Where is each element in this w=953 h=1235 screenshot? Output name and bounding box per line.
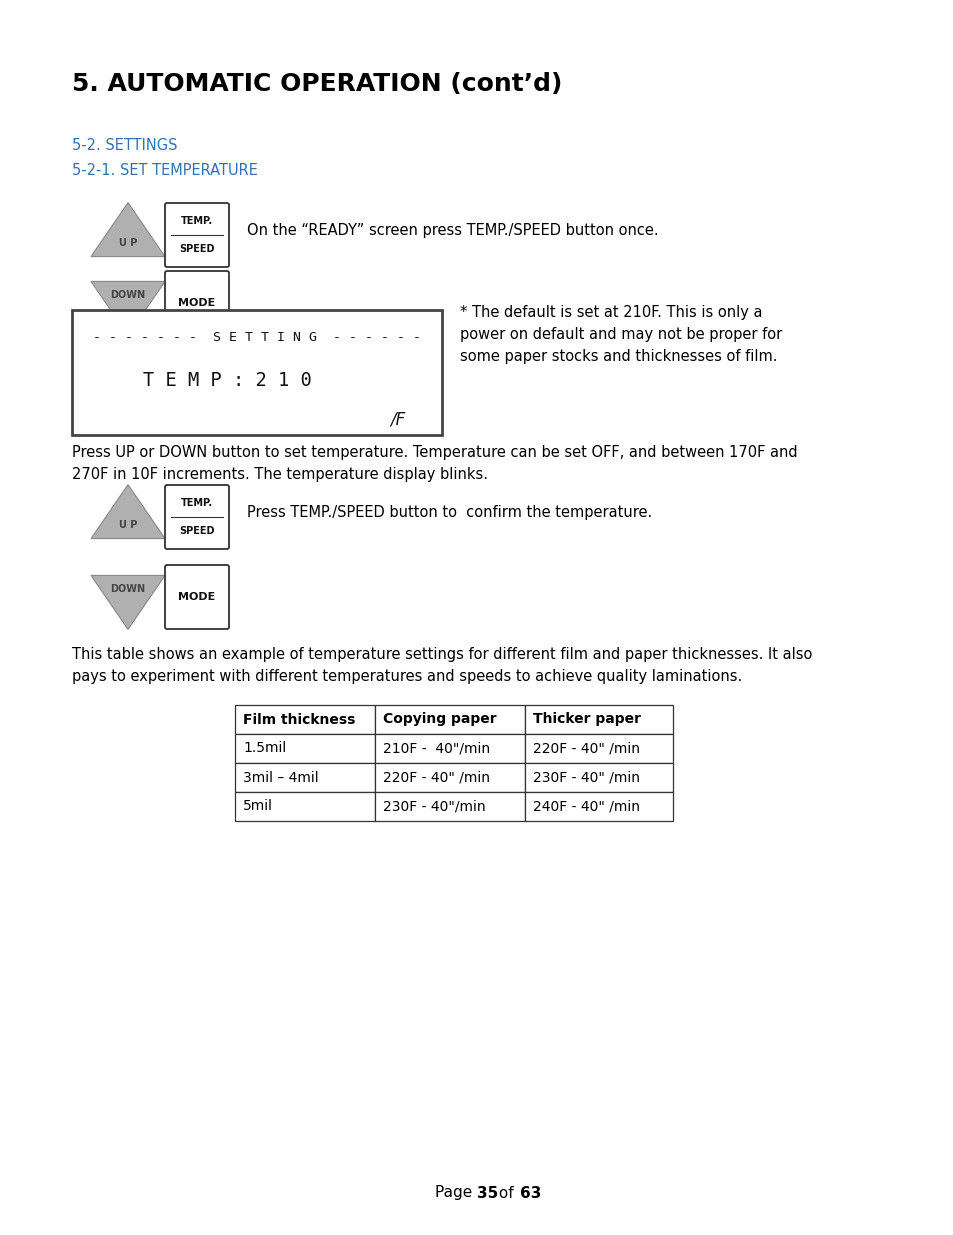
Text: pays to experiment with different temperatures and speeds to achieve quality lam: pays to experiment with different temper… (71, 669, 741, 684)
Text: 5mil: 5mil (243, 799, 273, 814)
Bar (375, 734, 524, 763)
Text: 230F - 40" /min: 230F - 40" /min (533, 771, 639, 784)
Text: U P: U P (119, 520, 137, 530)
Text: SPEED: SPEED (179, 245, 214, 254)
Bar (234, 705, 375, 734)
Text: /F: /F (390, 411, 405, 429)
Text: 5-2-1. SET TEMPERATURE: 5-2-1. SET TEMPERATURE (71, 163, 257, 178)
Bar (234, 792, 375, 821)
Text: On the “READY” screen press TEMP./SPEED button once.: On the “READY” screen press TEMP./SPEED … (247, 224, 658, 238)
Text: Page ​: Page ​ (435, 1186, 476, 1200)
Text: 3mil – 4mil: 3mil – 4mil (243, 771, 318, 784)
Text: of ​: of ​ (494, 1186, 518, 1200)
Text: 270F in 10F increments. The temperature display blinks.: 270F in 10F increments. The temperature … (71, 467, 488, 482)
Polygon shape (91, 203, 165, 257)
Text: 35: 35 (476, 1186, 497, 1200)
Bar (234, 763, 375, 792)
Text: TEMP.: TEMP. (181, 216, 213, 226)
Bar (524, 705, 672, 734)
Bar (524, 792, 672, 821)
FancyBboxPatch shape (165, 203, 229, 267)
Text: SPEED: SPEED (179, 526, 214, 536)
Polygon shape (91, 282, 165, 336)
Text: - - - - - - -  S E T T I N G  - - - - - -: - - - - - - - S E T T I N G - - - - - - (92, 331, 420, 345)
Text: Press UP or DOWN button to set temperature. Temperature can be set OFF, and betw: Press UP or DOWN button to set temperatu… (71, 445, 797, 459)
Text: DOWN: DOWN (111, 290, 146, 300)
Text: MODE: MODE (178, 592, 215, 601)
Text: T E M P : 2 1 0: T E M P : 2 1 0 (143, 370, 312, 389)
Text: Copying paper: Copying paper (382, 713, 497, 726)
Text: * The default is set at 210F. This is only a
power on default and may not be pro: * The default is set at 210F. This is on… (459, 305, 781, 364)
Text: Film thickness: Film thickness (243, 713, 355, 726)
Text: Press TEMP./SPEED button to  confirm the temperature.: Press TEMP./SPEED button to confirm the … (247, 505, 652, 520)
Text: 5-2. SETTINGS: 5-2. SETTINGS (71, 138, 177, 153)
Text: DOWN: DOWN (111, 584, 146, 594)
Text: TEMP.: TEMP. (181, 498, 213, 508)
Text: 230F - 40"/min: 230F - 40"/min (382, 799, 485, 814)
Bar (375, 763, 524, 792)
Text: 5. AUTOMATIC OPERATION (cont’d): 5. AUTOMATIC OPERATION (cont’d) (71, 72, 561, 96)
Text: 63: 63 (519, 1186, 540, 1200)
Polygon shape (91, 484, 165, 538)
FancyBboxPatch shape (165, 270, 229, 335)
Text: U P: U P (119, 238, 137, 248)
Bar (524, 763, 672, 792)
FancyBboxPatch shape (71, 310, 441, 435)
FancyBboxPatch shape (165, 564, 229, 629)
Bar (234, 734, 375, 763)
Text: Thicker paper: Thicker paper (533, 713, 640, 726)
Text: 220F - 40" /min: 220F - 40" /min (382, 771, 490, 784)
Text: This table shows an example of temperature settings for different film and paper: This table shows an example of temperatu… (71, 647, 812, 662)
Text: 1.5mil: 1.5mil (243, 741, 286, 756)
Polygon shape (91, 576, 165, 630)
Text: MODE: MODE (178, 298, 215, 308)
Text: 240F - 40" /min: 240F - 40" /min (533, 799, 639, 814)
Text: 210F -  40"/min: 210F - 40"/min (382, 741, 490, 756)
Bar (375, 705, 524, 734)
Text: 220F - 40" /min: 220F - 40" /min (533, 741, 639, 756)
FancyBboxPatch shape (165, 485, 229, 550)
Bar (524, 734, 672, 763)
Bar (375, 792, 524, 821)
